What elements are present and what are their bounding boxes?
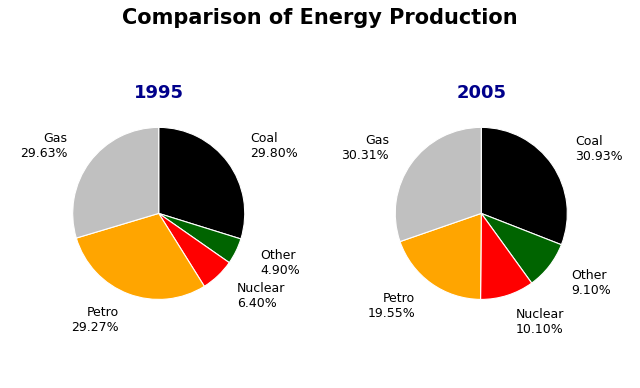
- Text: Gas
29.63%: Gas 29.63%: [20, 132, 68, 159]
- Wedge shape: [481, 127, 567, 245]
- Title: 1995: 1995: [134, 83, 184, 102]
- Text: Other
9.10%: Other 9.10%: [571, 269, 611, 297]
- Wedge shape: [159, 213, 241, 263]
- Text: Nuclear
10.10%: Nuclear 10.10%: [516, 308, 564, 336]
- Wedge shape: [481, 213, 532, 300]
- Text: Coal
29.80%: Coal 29.80%: [250, 132, 298, 160]
- Text: Other
4.90%: Other 4.90%: [260, 249, 300, 277]
- Text: Petro
19.55%: Petro 19.55%: [367, 292, 415, 320]
- Wedge shape: [159, 127, 244, 239]
- Wedge shape: [396, 127, 481, 242]
- Wedge shape: [481, 213, 561, 283]
- Text: Coal
30.93%: Coal 30.93%: [575, 135, 623, 163]
- Wedge shape: [159, 213, 229, 286]
- Text: Comparison of Energy Production: Comparison of Energy Production: [122, 8, 518, 28]
- Text: Gas
30.31%: Gas 30.31%: [341, 133, 388, 161]
- Title: 2005: 2005: [456, 83, 506, 102]
- Wedge shape: [400, 213, 481, 300]
- Text: Nuclear
6.40%: Nuclear 6.40%: [237, 282, 285, 310]
- Wedge shape: [76, 213, 204, 300]
- Wedge shape: [73, 127, 159, 238]
- Text: Petro
29.27%: Petro 29.27%: [71, 306, 118, 334]
